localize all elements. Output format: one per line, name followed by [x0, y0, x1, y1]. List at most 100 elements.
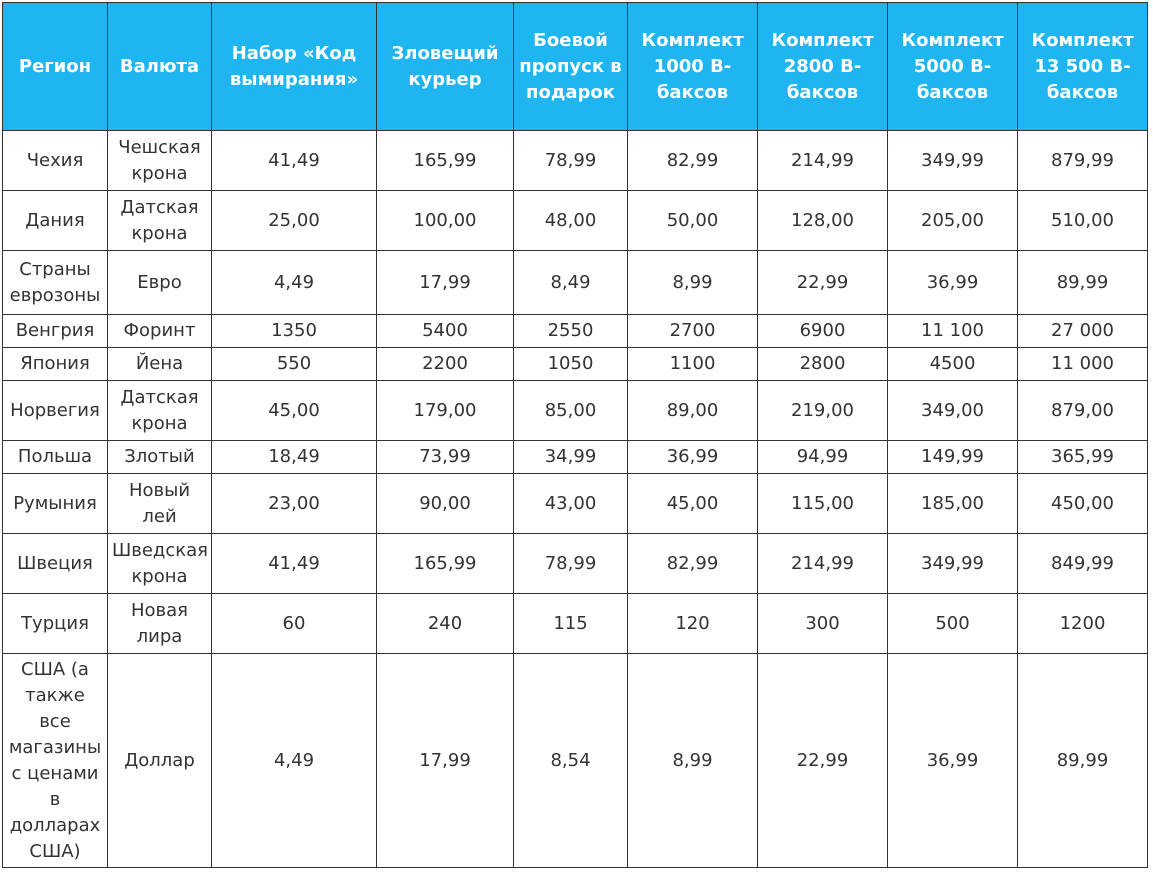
- cell-2800-vbucks: 214,99: [757, 130, 888, 191]
- cell-sinister-courier: 165,99: [376, 130, 514, 191]
- cell-13500-vbucks: 365,99: [1017, 440, 1148, 474]
- cell-2800-vbucks: 300: [757, 593, 888, 654]
- cell-extinction-code-set: 25,00: [211, 190, 377, 251]
- table-body: Чехия Чешская крона 41,49 165,99 78,99 82,99 2…: [2, 130, 1148, 868]
- cell-extinction-code-set: 23,00: [211, 473, 377, 534]
- cell-currency: Злотый: [107, 440, 212, 474]
- cell-currency: Форинт: [107, 314, 212, 348]
- cell-sinister-courier: 165,99: [376, 533, 514, 594]
- cell-sinister-courier: 17,99: [376, 653, 514, 868]
- cell-region: Страны еврозоны: [2, 250, 108, 315]
- column-header-region: Регион: [2, 2, 108, 131]
- cell-region: Дания: [2, 190, 108, 251]
- cell-5000-vbucks: 349,99: [887, 533, 1018, 594]
- cell-battle-pass-gift: 8,54: [513, 653, 628, 868]
- column-header-extinction-code-set: Набор «Код вымирания»: [211, 2, 377, 131]
- cell-extinction-code-set: 41,49: [211, 130, 377, 191]
- cell-extinction-code-set: 4,49: [211, 653, 377, 868]
- cell-extinction-code-set: 1350: [211, 314, 377, 348]
- cell-1000-vbucks: 120: [627, 593, 758, 654]
- table-row: Чехия Чешская крона 41,49 165,99 78,99 82,99 2…: [2, 130, 1148, 191]
- cell-sinister-courier: 90,00: [376, 473, 514, 534]
- cell-region: Чехия: [2, 130, 108, 191]
- cell-region: Польша: [2, 440, 108, 474]
- cell-currency: Йена: [107, 347, 212, 381]
- table-row: Норвегия Датская крона 45,00 179,00 85,00 89,…: [2, 380, 1148, 441]
- cell-1000-vbucks: 82,99: [627, 130, 758, 191]
- cell-13500-vbucks: 89,99: [1017, 250, 1148, 315]
- cell-2800-vbucks: 6900: [757, 314, 888, 348]
- header-row: Регион Валюта Набор «Код вымирания» Злов…: [2, 2, 1148, 131]
- cell-currency: Чешская крона: [107, 130, 212, 191]
- cell-1000-vbucks: 50,00: [627, 190, 758, 251]
- cell-1000-vbucks: 2700: [627, 314, 758, 348]
- cell-battle-pass-gift: 48,00: [513, 190, 628, 251]
- cell-1000-vbucks: 89,00: [627, 380, 758, 441]
- cell-region: Венгрия: [2, 314, 108, 348]
- cell-extinction-code-set: 60: [211, 593, 377, 654]
- cell-5000-vbucks: 349,99: [887, 130, 1018, 191]
- table-row: Швеция Шведская крона 41,49 165,99 78,99 82,9…: [2, 533, 1148, 594]
- cell-battle-pass-gift: 43,00: [513, 473, 628, 534]
- cell-2800-vbucks: 115,00: [757, 473, 888, 534]
- cell-sinister-courier: 240: [376, 593, 514, 654]
- cell-13500-vbucks: 849,99: [1017, 533, 1148, 594]
- cell-2800-vbucks: 2800: [757, 347, 888, 381]
- cell-battle-pass-gift: 1050: [513, 347, 628, 381]
- table-row: Польша Злотый 18,49 73,99 34,99 36,99 94,99 149…: [2, 440, 1148, 474]
- cell-currency: Евро: [107, 250, 212, 315]
- cell-5000-vbucks: 500: [887, 593, 1018, 654]
- cell-extinction-code-set: 18,49: [211, 440, 377, 474]
- cell-battle-pass-gift: 78,99: [513, 130, 628, 191]
- cell-13500-vbucks: 89,99: [1017, 653, 1148, 868]
- cell-sinister-courier: 5400: [376, 314, 514, 348]
- cell-currency: Датская крона: [107, 380, 212, 441]
- cell-currency: Новая лира: [107, 593, 212, 654]
- cell-13500-vbucks: 879,99: [1017, 130, 1148, 191]
- table-row: Страны еврозоны Евро 4,49 17,99 8,49 8,99 22,9…: [2, 250, 1148, 315]
- cell-region: Румыния: [2, 473, 108, 534]
- table-row: Дания Датская крона 25,00 100,00 48,00 50,00 1…: [2, 190, 1148, 251]
- cell-5000-vbucks: 36,99: [887, 653, 1018, 868]
- cell-extinction-code-set: 550: [211, 347, 377, 381]
- cell-sinister-courier: 179,00: [376, 380, 514, 441]
- cell-2800-vbucks: 219,00: [757, 380, 888, 441]
- cell-5000-vbucks: 4500: [887, 347, 1018, 381]
- cell-region: Швеция: [2, 533, 108, 594]
- cell-extinction-code-set: 45,00: [211, 380, 377, 441]
- column-header-5000-vbucks: Комплект 5000 В-баксов: [887, 2, 1018, 131]
- cell-13500-vbucks: 11 000: [1017, 347, 1148, 381]
- cell-5000-vbucks: 185,00: [887, 473, 1018, 534]
- cell-battle-pass-gift: 34,99: [513, 440, 628, 474]
- cell-5000-vbucks: 149,99: [887, 440, 1018, 474]
- cell-sinister-courier: 17,99: [376, 250, 514, 315]
- cell-region: США (а также все магазины с ценами в дол…: [2, 653, 108, 868]
- cell-battle-pass-gift: 115: [513, 593, 628, 654]
- cell-5000-vbucks: 349,00: [887, 380, 1018, 441]
- cell-1000-vbucks: 36,99: [627, 440, 758, 474]
- cell-region: Япония: [2, 347, 108, 381]
- cell-1000-vbucks: 8,99: [627, 653, 758, 868]
- cell-13500-vbucks: 510,00: [1017, 190, 1148, 251]
- cell-currency: Новый лей: [107, 473, 212, 534]
- cell-5000-vbucks: 11 100: [887, 314, 1018, 348]
- cell-1000-vbucks: 1100: [627, 347, 758, 381]
- cell-1000-vbucks: 45,00: [627, 473, 758, 534]
- cell-13500-vbucks: 450,00: [1017, 473, 1148, 534]
- cell-2800-vbucks: 214,99: [757, 533, 888, 594]
- cell-extinction-code-set: 4,49: [211, 250, 377, 315]
- table-row: Венгрия Форинт 1350 5400 2550 2700 6900 11 100 2…: [2, 314, 1148, 348]
- column-header-13500-vbucks: Комплект 13 500 В-баксов: [1017, 2, 1148, 131]
- cell-1000-vbucks: 8,99: [627, 250, 758, 315]
- table-row: Румыния Новый лей 23,00 90,00 43,00 45,00 115,…: [2, 473, 1148, 534]
- table-row: США (а также все магазины с ценами в дол…: [2, 653, 1148, 868]
- column-header-battle-pass-gift: Боевой пропуск в подарок: [513, 2, 628, 131]
- cell-currency: Датская крона: [107, 190, 212, 251]
- cell-13500-vbucks: 27 000: [1017, 314, 1148, 348]
- cell-region: Норвегия: [2, 380, 108, 441]
- cell-2800-vbucks: 22,99: [757, 250, 888, 315]
- cell-region: Турция: [2, 593, 108, 654]
- cell-battle-pass-gift: 2550: [513, 314, 628, 348]
